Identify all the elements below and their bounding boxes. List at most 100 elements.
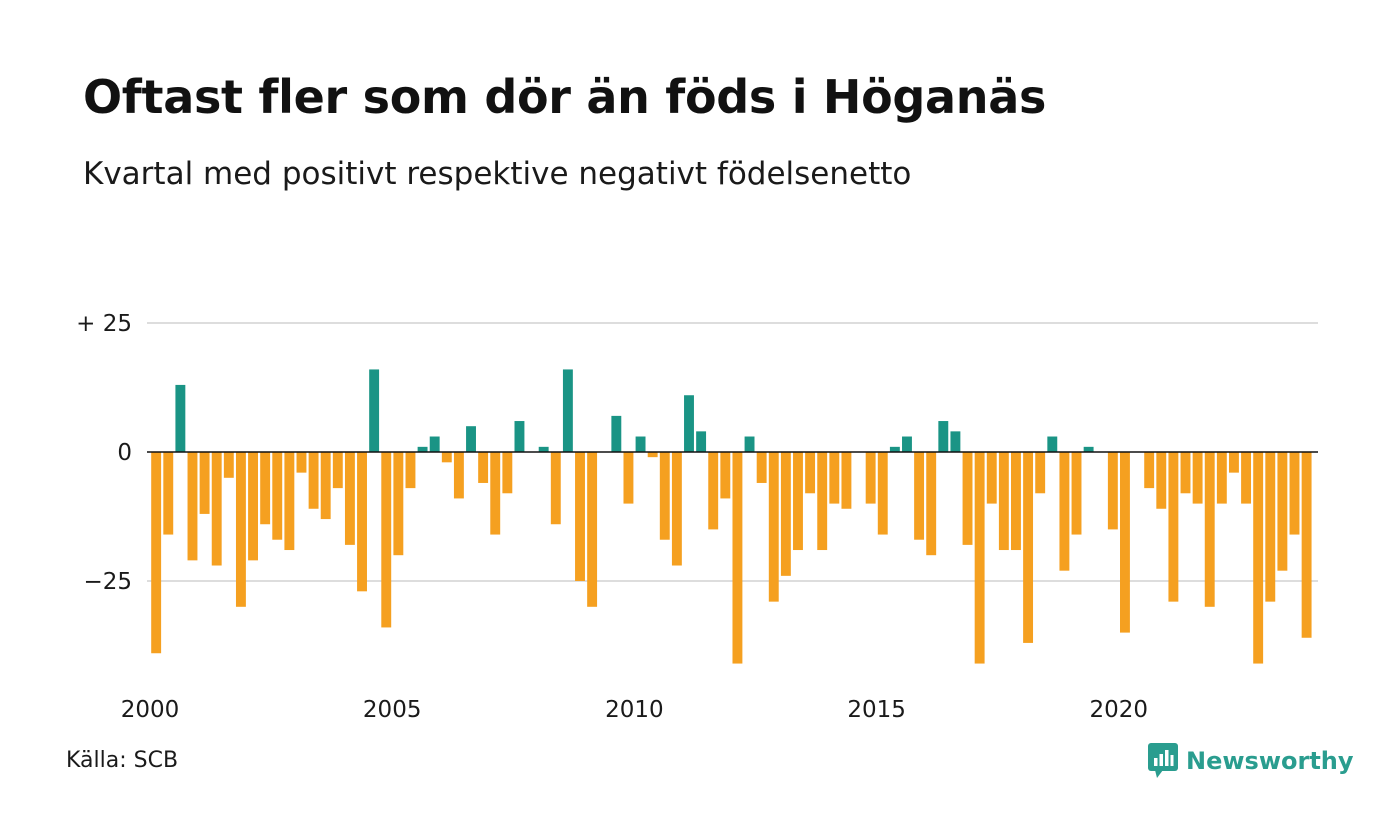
bar — [1289, 452, 1300, 535]
bar — [235, 452, 246, 607]
bar — [974, 452, 985, 664]
bar — [684, 395, 694, 452]
bar — [417, 446, 428, 452]
bar — [950, 431, 961, 452]
bar — [575, 452, 585, 581]
bar — [1144, 452, 1155, 489]
bar — [1168, 452, 1179, 602]
bar — [260, 452, 271, 525]
bar — [284, 452, 295, 551]
bar — [889, 446, 900, 452]
chart-subtitle: Kvartal med positivt respektive negativt… — [83, 156, 912, 192]
bar — [998, 452, 1009, 551]
bar — [1071, 452, 1082, 535]
bar — [320, 452, 331, 520]
x-tick-label: 2005 — [363, 697, 422, 723]
bar — [514, 421, 525, 452]
bar — [865, 452, 876, 504]
bar — [647, 452, 658, 458]
source-note: Källa: SCB — [66, 748, 179, 773]
bar — [199, 452, 210, 514]
bar — [223, 452, 234, 478]
bar — [151, 452, 162, 654]
bar — [768, 452, 779, 602]
bar — [381, 452, 392, 628]
bar — [332, 452, 343, 489]
bar — [248, 452, 258, 561]
bar — [1156, 452, 1167, 509]
bar — [720, 452, 731, 499]
y-tick-label: + 25 — [76, 311, 132, 337]
bar — [696, 431, 707, 452]
x-tick-label: 2000 — [121, 697, 180, 723]
bar — [962, 452, 973, 545]
bar — [502, 452, 513, 494]
bar — [175, 384, 186, 452]
bar — [1204, 452, 1215, 607]
bar — [429, 436, 440, 452]
bar — [163, 452, 174, 535]
x-tick-label: 2015 — [847, 697, 906, 723]
newsworthy-logo-icon — [1148, 743, 1178, 778]
brand-name: Newsworthy — [1186, 747, 1354, 775]
bar — [344, 452, 355, 545]
bar — [1277, 452, 1288, 571]
bar — [1011, 452, 1021, 551]
bar — [538, 446, 549, 452]
y-tick-label: 0 — [117, 440, 132, 466]
bar — [562, 369, 573, 452]
x-tick-label: 2020 — [1090, 697, 1149, 723]
bar — [1083, 446, 1094, 452]
bar — [453, 452, 464, 499]
bar — [308, 452, 319, 509]
bar — [466, 426, 476, 452]
bar — [817, 452, 828, 551]
bar — [187, 452, 198, 561]
bar — [357, 452, 367, 592]
bar — [623, 452, 634, 504]
bar — [659, 452, 670, 540]
bar — [829, 452, 840, 504]
bar — [732, 452, 743, 664]
bar — [1047, 436, 1058, 452]
chart-title: Oftast fler som dör än föds i Höganäs — [83, 70, 1047, 124]
bar — [793, 452, 803, 551]
bar — [1107, 452, 1118, 530]
bars — [151, 369, 1312, 664]
bar — [550, 452, 561, 525]
bar — [1180, 452, 1191, 494]
bar — [780, 452, 791, 576]
bar — [587, 452, 598, 607]
bar — [1228, 452, 1239, 473]
bar — [272, 452, 283, 540]
bar — [1301, 452, 1312, 638]
bar — [490, 452, 501, 535]
bar — [744, 436, 755, 452]
bar — [708, 452, 719, 530]
bar — [478, 452, 489, 483]
bar — [1253, 452, 1264, 664]
bar — [635, 436, 646, 452]
bar — [938, 421, 949, 452]
bar — [393, 452, 404, 556]
bar — [902, 436, 912, 452]
bar — [1035, 452, 1046, 494]
bar — [1120, 452, 1130, 633]
bar — [441, 452, 452, 463]
bar — [1023, 452, 1034, 643]
x-tick-label: 2010 — [605, 697, 664, 723]
bar — [211, 452, 222, 566]
bar — [1265, 452, 1276, 602]
axes: + 25 0 −25 2000 2005 2010 2015 2020 — [76, 311, 1318, 723]
bar — [986, 452, 997, 504]
bar — [926, 452, 937, 556]
bar — [1241, 452, 1252, 504]
y-tick-label: −25 — [83, 569, 132, 595]
bar — [296, 452, 307, 473]
bar — [671, 452, 682, 566]
bar — [1216, 452, 1227, 504]
bar — [405, 452, 416, 489]
bar — [805, 452, 816, 494]
bar — [914, 452, 925, 540]
